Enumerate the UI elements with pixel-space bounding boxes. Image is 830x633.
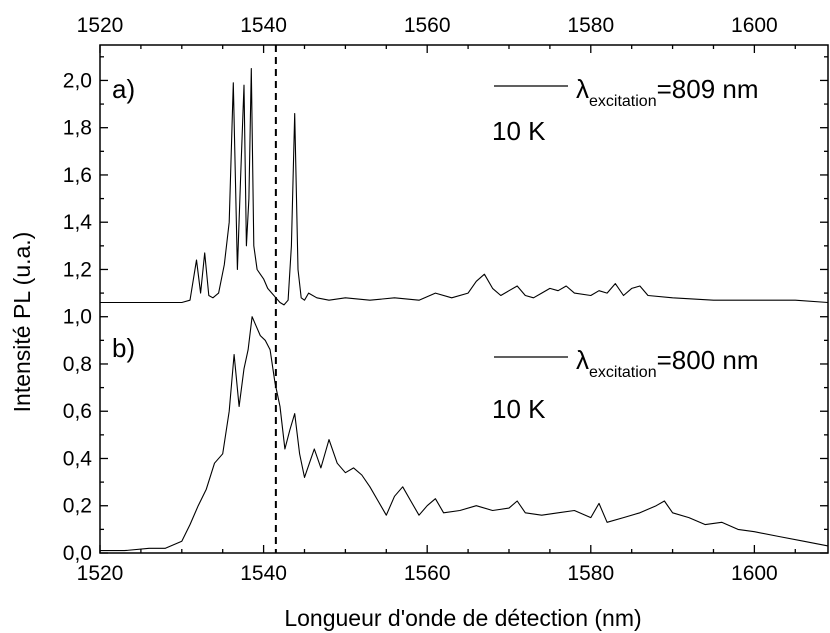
- legend-a-symbol: λ: [576, 74, 589, 104]
- x-tick-label-top: 1560: [404, 14, 451, 37]
- legend-b-text: λexcitation=800 nm: [576, 345, 759, 381]
- y-tick-label: 1,6: [63, 164, 92, 187]
- x-tick-label-bottom: 1600: [731, 562, 778, 585]
- x-tick-label-top: 1600: [731, 14, 778, 37]
- y-tick-label: 2,0: [63, 69, 92, 92]
- plot-frame-group: [99, 44, 829, 554]
- x-axis-top: 1520 1540 1560 1580 1600: [77, 14, 796, 53]
- legend-b-symbol: λ: [576, 345, 589, 375]
- series-line-a: [100, 68, 829, 306]
- x-tick-label-top: 1580: [567, 14, 614, 37]
- x-tick-label-bottom: 1560: [404, 562, 451, 585]
- x-tick-label-bottom: 1540: [240, 562, 287, 585]
- legend-a-subscript: excitation: [589, 93, 657, 110]
- x-tick-label-bottom: 1580: [567, 562, 614, 585]
- legend-a-text: λexcitation=809 nm: [576, 74, 759, 110]
- y-tick-label: 0,2: [63, 495, 92, 518]
- legend-a-value: =809 nm: [657, 74, 759, 104]
- plot-frame: [99, 44, 829, 554]
- y-tick-label: 1,4: [63, 211, 93, 234]
- x-axis-bottom: 1520 1540 1560 1580 1600: [77, 545, 796, 585]
- series-line-b: [100, 316, 829, 552]
- panel-a-temperature: 10 K: [492, 116, 546, 146]
- y-axis-title: Intensité PL (u.a.): [9, 232, 35, 413]
- y-axis-right: [820, 56, 828, 554]
- x-tick-label-bottom: 1520: [77, 562, 124, 585]
- series-group: [100, 68, 829, 552]
- y-tick-label: 1,8: [63, 117, 92, 140]
- panel-a-label: a): [112, 74, 135, 104]
- y-tick-label: 0,4: [63, 447, 93, 470]
- x-axis-title: Longueur d'onde de détection (nm): [284, 605, 641, 631]
- panel-b-label: b): [112, 333, 135, 363]
- y-tick-label: 1,0: [63, 306, 92, 329]
- y-tick-label: 0,6: [63, 400, 92, 423]
- legend-b-value: =800 nm: [657, 345, 759, 375]
- x-tick-label-top: 1520: [77, 14, 124, 37]
- y-tick-label: 1,2: [63, 258, 92, 281]
- y-tick-label: 0,0: [63, 542, 92, 565]
- y-tick-label: 0,8: [63, 353, 92, 376]
- legend-b-subscript: excitation: [589, 364, 657, 381]
- panel-b-temperature: 10 K: [492, 394, 546, 424]
- y-axis-left: 0,0 0,2 0,4 0,6 0,8 1,0 1,2 1,4 1,6 1,8 2,0: [63, 56, 108, 565]
- x-tick-label-top: 1540: [240, 14, 287, 37]
